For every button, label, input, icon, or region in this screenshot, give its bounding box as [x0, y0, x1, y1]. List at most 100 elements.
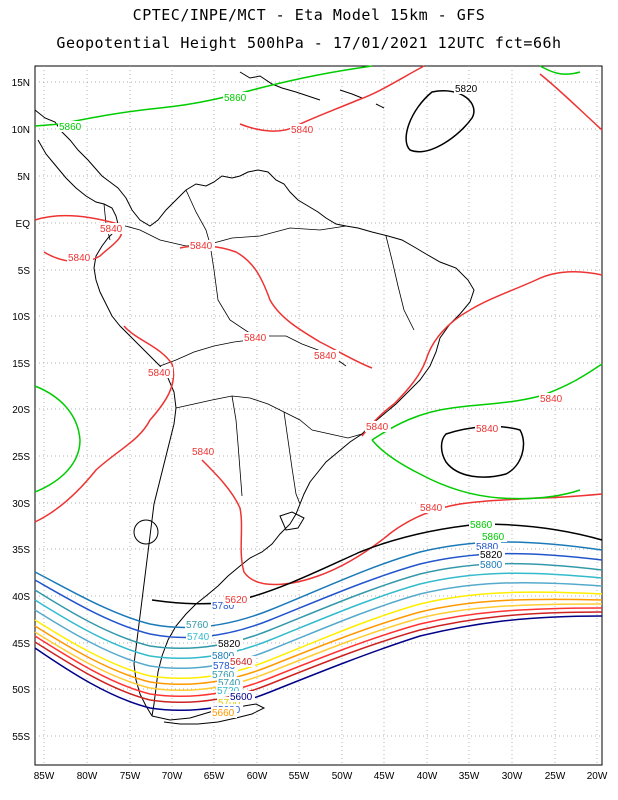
lat-tick-label: EQ [16, 219, 31, 230]
contour-label-bg [191, 446, 217, 457]
contour-line [371, 439, 581, 500]
coastline-tierra-del-fuego [151, 703, 266, 725]
contour-label: 5820 [218, 639, 241, 650]
contour-label: 5740 [218, 678, 241, 689]
contour-label-bg [211, 707, 237, 718]
lon-tick-label: 25W [545, 771, 566, 782]
lon-tick-label: 70W [162, 771, 183, 782]
contour-label-bg [475, 541, 501, 552]
contour-label-bg [189, 240, 215, 251]
lon-tick-label: 65W [204, 771, 225, 782]
contour-line [34, 65, 373, 127]
falklands [279, 511, 305, 531]
border-7 [385, 235, 415, 331]
lon-tick-label: 20W [587, 771, 608, 782]
contour-label: 5840 [244, 333, 267, 344]
lat-tick-label: 25S [12, 452, 30, 463]
contour-line [34, 552, 603, 639]
lat-tick-label: 50S [12, 685, 30, 696]
contour-label: 5840 [366, 422, 389, 433]
border-1 [117, 223, 347, 247]
map-frame [34, 65, 603, 766]
contour-label-bg [229, 691, 255, 702]
contour-label: 5800 [212, 651, 235, 662]
contour-line [34, 325, 175, 523]
contour-label: 5600 [230, 692, 253, 703]
contour-label-bg [217, 638, 243, 649]
lon-tick-label: 50W [332, 771, 353, 782]
contour-line [34, 611, 603, 704]
lat-tick-label: 5S [18, 266, 31, 277]
contour-line [34, 572, 603, 660]
contour-label: 5780 [213, 661, 236, 672]
contour-label: 5880 [476, 542, 499, 553]
contour-label-bg [212, 660, 238, 671]
longitude-ticks: 85W 80W 75W 70W 65W 60W 55W 50W 45W 40W 35W 30W 25W 2… [34, 771, 608, 782]
contour-label-bg [223, 92, 249, 103]
contour-label-bg [290, 124, 316, 135]
contour-line [34, 385, 81, 493]
contour-label: 5760 [186, 620, 209, 631]
contour-label-bg [217, 697, 243, 708]
contour-label: 5760 [212, 670, 235, 681]
contour-line [34, 603, 603, 692]
contour-line [34, 581, 603, 670]
contour-label-bg [99, 223, 125, 234]
contour-label-bg [479, 549, 505, 560]
lat-tick-label: 55S [12, 732, 30, 743]
lat-tick-label: 15N [12, 78, 30, 89]
map-title-line1: CPTEC/INPE/MCT - Eta Model 15km - GFS [132, 6, 486, 24]
contour-label-bg [419, 502, 445, 513]
lon-tick-label: 40W [417, 771, 438, 782]
contour-line [361, 270, 603, 437]
lon-tick-label: 60W [247, 771, 268, 782]
island-small [133, 519, 159, 545]
lat-tick-label: 15S [12, 359, 30, 370]
contour-label: 5860 [59, 122, 82, 133]
contour-label: 5840 [68, 253, 91, 264]
contour-label-bg [243, 332, 269, 343]
contour-label-bg [365, 421, 391, 432]
contour-label: 5620 [225, 595, 248, 606]
contour-label: 5840 [190, 241, 213, 252]
contour-label-bg [479, 559, 505, 570]
contour-label-bg [229, 656, 255, 667]
contour-label: 5860 [224, 93, 247, 104]
contour-label: 5820 [455, 84, 478, 95]
coastline-central-america [34, 109, 475, 717]
contour-line [539, 65, 581, 75]
lat-tick-label: 10N [12, 125, 30, 136]
contour-label-bg [224, 594, 250, 605]
lon-tick-label: 35W [459, 771, 480, 782]
lon-tick-label: 85W [34, 771, 55, 782]
lon-tick-label: 30W [502, 771, 523, 782]
contour-label: 5840 [100, 224, 123, 235]
contour-label: 5840 [314, 351, 337, 362]
border-8 [185, 189, 211, 245]
contour-label: 5860 [470, 520, 493, 531]
contour-line [539, 73, 603, 131]
lat-tick-label: 35S [12, 545, 30, 556]
contour-lines [34, 65, 603, 712]
contour-line [371, 363, 603, 441]
contour-label: 5660 [212, 708, 235, 719]
contour-label-bg [469, 519, 495, 530]
border-3 [175, 395, 313, 431]
contour-label: 5640 [230, 657, 253, 668]
lon-tick-label: 80W [77, 771, 98, 782]
contour-label: 5820 [480, 550, 503, 561]
lon-tick-label: 55W [289, 771, 310, 782]
contour-line [34, 598, 603, 686]
contour-label-bg [185, 619, 211, 630]
contour-label-bg [211, 600, 237, 611]
coastline-pacific [37, 139, 177, 717]
contour-label-bg [58, 121, 84, 132]
contour-label: 5780 [212, 601, 235, 612]
contour-label: 5700 [218, 698, 241, 709]
contour-label-bg [211, 669, 237, 680]
contour-label-bg [539, 393, 565, 404]
contour-label-bg [67, 252, 93, 263]
contour-label-bg [313, 350, 339, 361]
contour-line [34, 607, 603, 698]
contour-line [34, 615, 603, 712]
